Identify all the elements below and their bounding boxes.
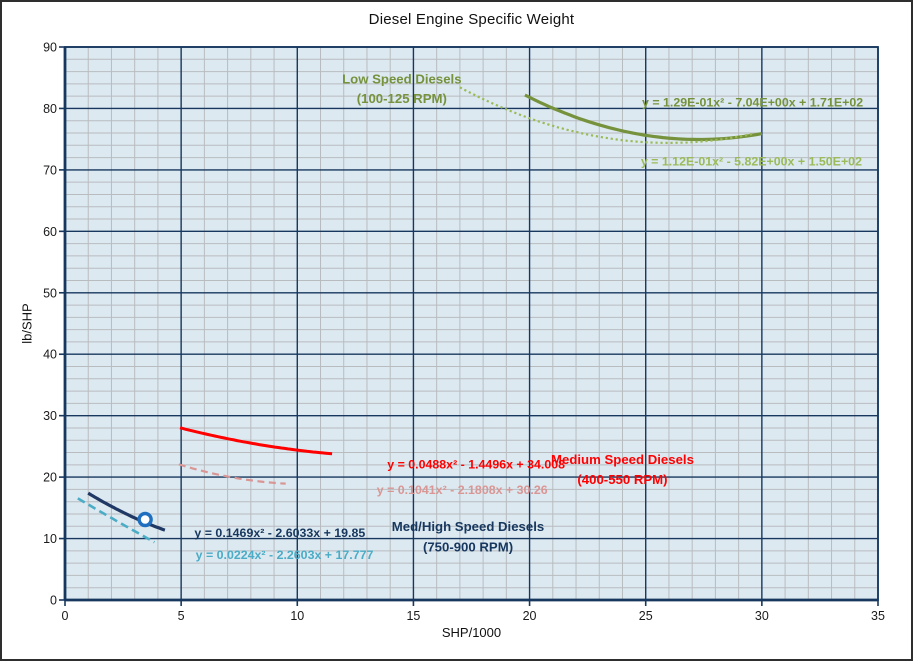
- annotation-medium-speed-eq-solid: y = 0.0488x² - 1.4496x + 34.008: [387, 458, 565, 472]
- y-tick-label: 30: [43, 409, 57, 423]
- annotation-med-high-eq-dashed: y = 0.0224x² - 2.2603x + 17.777: [196, 548, 374, 562]
- x-tick-label: 10: [290, 609, 304, 623]
- x-tick-label: 35: [871, 609, 885, 623]
- x-tick-label: 15: [406, 609, 420, 623]
- chart-annotations: Low Speed Diesels (100-125 RPM) y = 1.29E-…: [194, 72, 863, 562]
- chart-title: Diesel Engine Specific Weight: [368, 11, 575, 28]
- annotation-low-speed-eq-solid: y = 1.29E-01x² - 7.04E+00x + 1.71E+02: [642, 96, 863, 110]
- medium-speed-trend-solid-curve: [179, 426, 333, 456]
- y-tick-label: 40: [43, 348, 57, 362]
- y-tick-label: 50: [43, 286, 57, 300]
- y-tick-label: 60: [43, 225, 57, 239]
- annotation-medium-speed-label-line2: (400-550 RPM): [577, 472, 667, 487]
- y-tick-label: 0: [50, 594, 57, 608]
- y-tick-label: 20: [43, 471, 57, 485]
- x-tick-label: 0: [62, 609, 69, 623]
- plot-background: [65, 47, 878, 600]
- x-tick-labels: 0 5 10 15 20 25 30 35: [62, 609, 885, 623]
- x-tick-label: 25: [639, 609, 653, 623]
- axis-lines: [63, 47, 878, 602]
- annotation-med-high-eq-solid: y = 0.1469x² - 2.6033x + 19.85: [194, 526, 365, 540]
- annotation-low-speed-label-line2: (100-125 RPM): [357, 91, 447, 106]
- y-tick-label: 70: [43, 163, 57, 177]
- annotation-medium-speed-label-line1: Medium Speed Diesels: [551, 452, 694, 467]
- med-high-speed-trend-solid-curve: [87, 491, 166, 532]
- x-tick-label: 20: [523, 609, 537, 623]
- y-tick-label: 10: [43, 532, 57, 546]
- annotation-med-high-label-line1: Med/High Speed Diesels: [392, 519, 544, 534]
- med-high-speed-trend-dashed-curve: [77, 497, 156, 544]
- y-tick-label: 80: [43, 102, 57, 116]
- y-tick-label: 90: [43, 41, 57, 55]
- low-speed-trend-dotted-curve: [459, 86, 756, 144]
- annotation-low-speed-label-line1: Low Speed Diesels: [342, 72, 461, 87]
- y-axis-title: lb/SHP: [19, 303, 35, 344]
- annotation-medium-speed-eq-dashed: y = 0.1041x² - 2.1808x + 30.26: [377, 483, 548, 497]
- axis-tick-marks: [59, 46, 879, 606]
- grid-minor: [65, 47, 878, 600]
- y-tick-labels: 0 10 20 30 40 50 60 70 80 90: [43, 41, 57, 608]
- x-tick-label: 5: [178, 609, 185, 623]
- x-axis-title: SHP/1000: [441, 625, 502, 640]
- x-tick-label: 30: [755, 609, 769, 623]
- data-point-marker[interactable]: [137, 511, 153, 528]
- annotation-low-speed-eq-dotted: y = 1.12E-01x² - 5.82E+00x + 1.50E+02: [641, 155, 862, 169]
- annotation-med-high-label-line2: (750-900 RPM): [423, 539, 513, 554]
